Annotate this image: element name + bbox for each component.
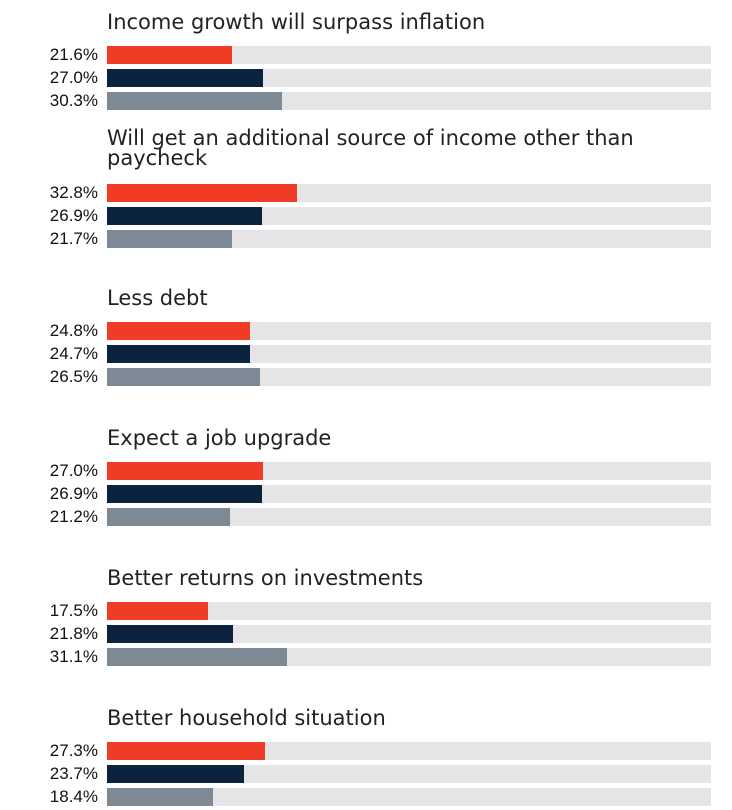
data-label: 26.5% [49,367,98,386]
bar-track [107,508,711,526]
bar [107,46,232,64]
data-label: 24.8% [49,321,98,340]
bar-track [107,207,711,225]
bar-track [107,742,711,760]
group-title: Will get an additional source of income … [107,126,634,170]
bar-track [107,625,711,643]
group-title: Income growth will surpass inflation [107,10,486,34]
bar [107,742,265,760]
bar-track [107,648,711,666]
bar [107,69,263,87]
bar-track [107,92,711,110]
bar [107,648,287,666]
group-title: Less debt [107,286,208,310]
bar [107,207,262,225]
data-label: 32.8% [49,183,98,202]
bar-track [107,69,711,87]
data-label: 21.2% [49,507,98,526]
bar [107,345,250,363]
bar-track [107,230,711,248]
group-title: Better household situation [107,706,386,730]
bar [107,184,297,202]
bar-track [107,184,711,202]
bar [107,462,263,480]
data-label: 26.9% [49,206,98,225]
data-label: 31.1% [49,647,98,666]
bar-track [107,485,711,503]
data-label: 27.3% [49,741,98,760]
data-label: 30.3% [49,91,98,110]
bar [107,625,233,643]
bar [107,602,208,620]
bar-track [107,462,711,480]
data-label: 21.7% [49,229,98,248]
bar [107,788,213,806]
bar [107,230,232,248]
bar-track [107,368,711,386]
bar-track [107,765,711,783]
data-label: 27.0% [49,68,98,87]
bar [107,508,230,526]
group-title: Expect a job upgrade [107,426,332,450]
bar [107,765,244,783]
data-label: 26.9% [49,484,98,503]
data-label: 21.8% [49,624,98,643]
bar [107,485,262,503]
group-title: Better returns on investments [107,566,424,590]
bar-track [107,345,711,363]
bar-track [107,46,711,64]
bar [107,92,282,110]
bar-track [107,322,711,340]
data-label: 17.5% [49,601,98,620]
bar [107,322,250,340]
bar-track [107,788,711,806]
data-label: 23.7% [49,764,98,783]
data-label: 18.4% [49,787,98,806]
data-label: 27.0% [49,461,98,480]
bar-track [107,602,711,620]
bar [107,368,260,386]
data-label: 21.6% [49,45,98,64]
data-label: 24.7% [49,344,98,363]
